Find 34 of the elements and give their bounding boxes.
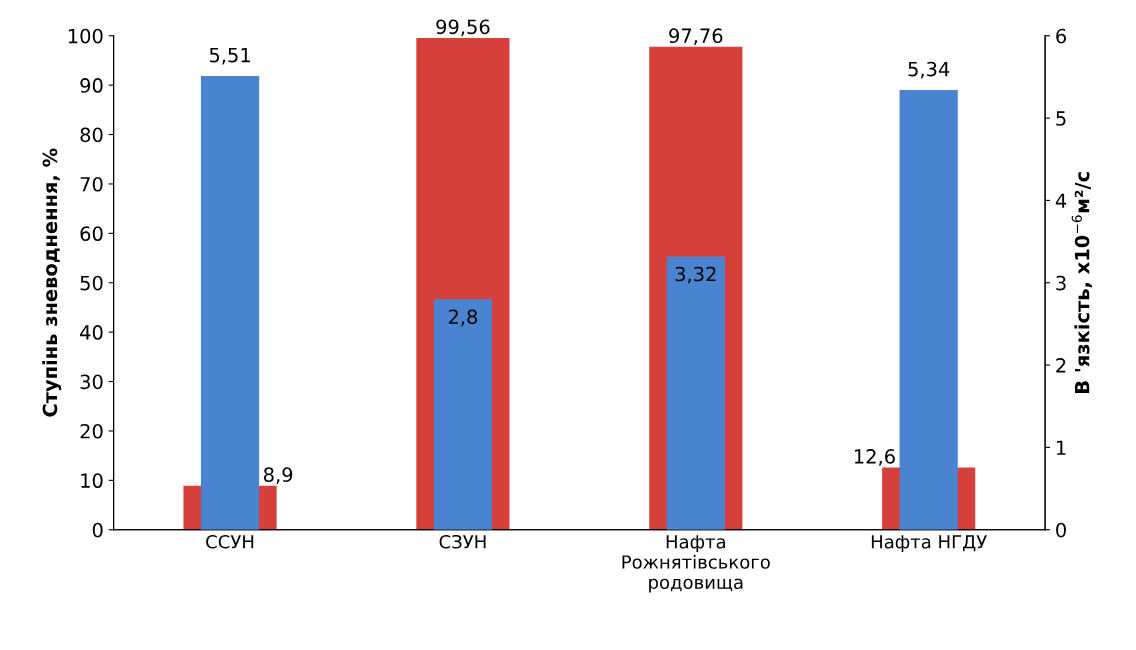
y-tick-label: 20 bbox=[80, 423, 103, 439]
y-tick-label: 80 bbox=[80, 127, 103, 143]
y-tick-label: 100 bbox=[68, 28, 103, 44]
data-label: 99,56 bbox=[436, 19, 490, 37]
x-tick-label: Нафта НГДУ bbox=[871, 535, 987, 553]
data-label: 12,6 bbox=[854, 449, 895, 466]
x-tick-label: ССУН bbox=[206, 534, 254, 549]
x-tick-label: Нафта Рожнятівського родовища bbox=[622, 535, 770, 593]
data-label: 8,9 bbox=[263, 467, 293, 484]
y-tick-label: 30 bbox=[80, 374, 103, 390]
bar bbox=[666, 256, 725, 530]
y2-tick-label: 5 bbox=[1056, 111, 1066, 126]
y-tick-label: 60 bbox=[80, 226, 103, 242]
y-tick-label: 70 bbox=[80, 176, 103, 192]
y-tick-label: 40 bbox=[80, 325, 103, 340]
y2-axis-title: В 'язкість, х10$^{−6}$м²/с bbox=[1071, 172, 1092, 393]
data-label: 5,34 bbox=[908, 61, 950, 79]
y2-tick-label: 0 bbox=[1056, 522, 1066, 538]
y2-tick-label: 2 bbox=[1056, 358, 1066, 373]
y-tick-label: 10 bbox=[81, 473, 103, 489]
data-label: 2,8 bbox=[448, 309, 478, 327]
y-axis-title: Ступінь зневоднення, % bbox=[42, 148, 62, 417]
data-label: 5,51 bbox=[209, 47, 250, 65]
data-label: 3,32 bbox=[675, 266, 716, 284]
y-tick-label: 90 bbox=[80, 78, 103, 93]
y2-tick-label: 1 bbox=[1056, 440, 1066, 455]
y-tick-label: 50 bbox=[80, 275, 103, 291]
x-tick-label: СЗУН bbox=[439, 534, 486, 549]
data-label: 97,76 bbox=[669, 28, 723, 46]
y2-tick-label: 6 bbox=[1056, 28, 1066, 44]
y-tick-label: 0 bbox=[92, 522, 103, 538]
y2-tick-label: 3 bbox=[1056, 275, 1066, 291]
y2-tick-label: 4 bbox=[1055, 193, 1067, 208]
bar bbox=[433, 299, 493, 530]
